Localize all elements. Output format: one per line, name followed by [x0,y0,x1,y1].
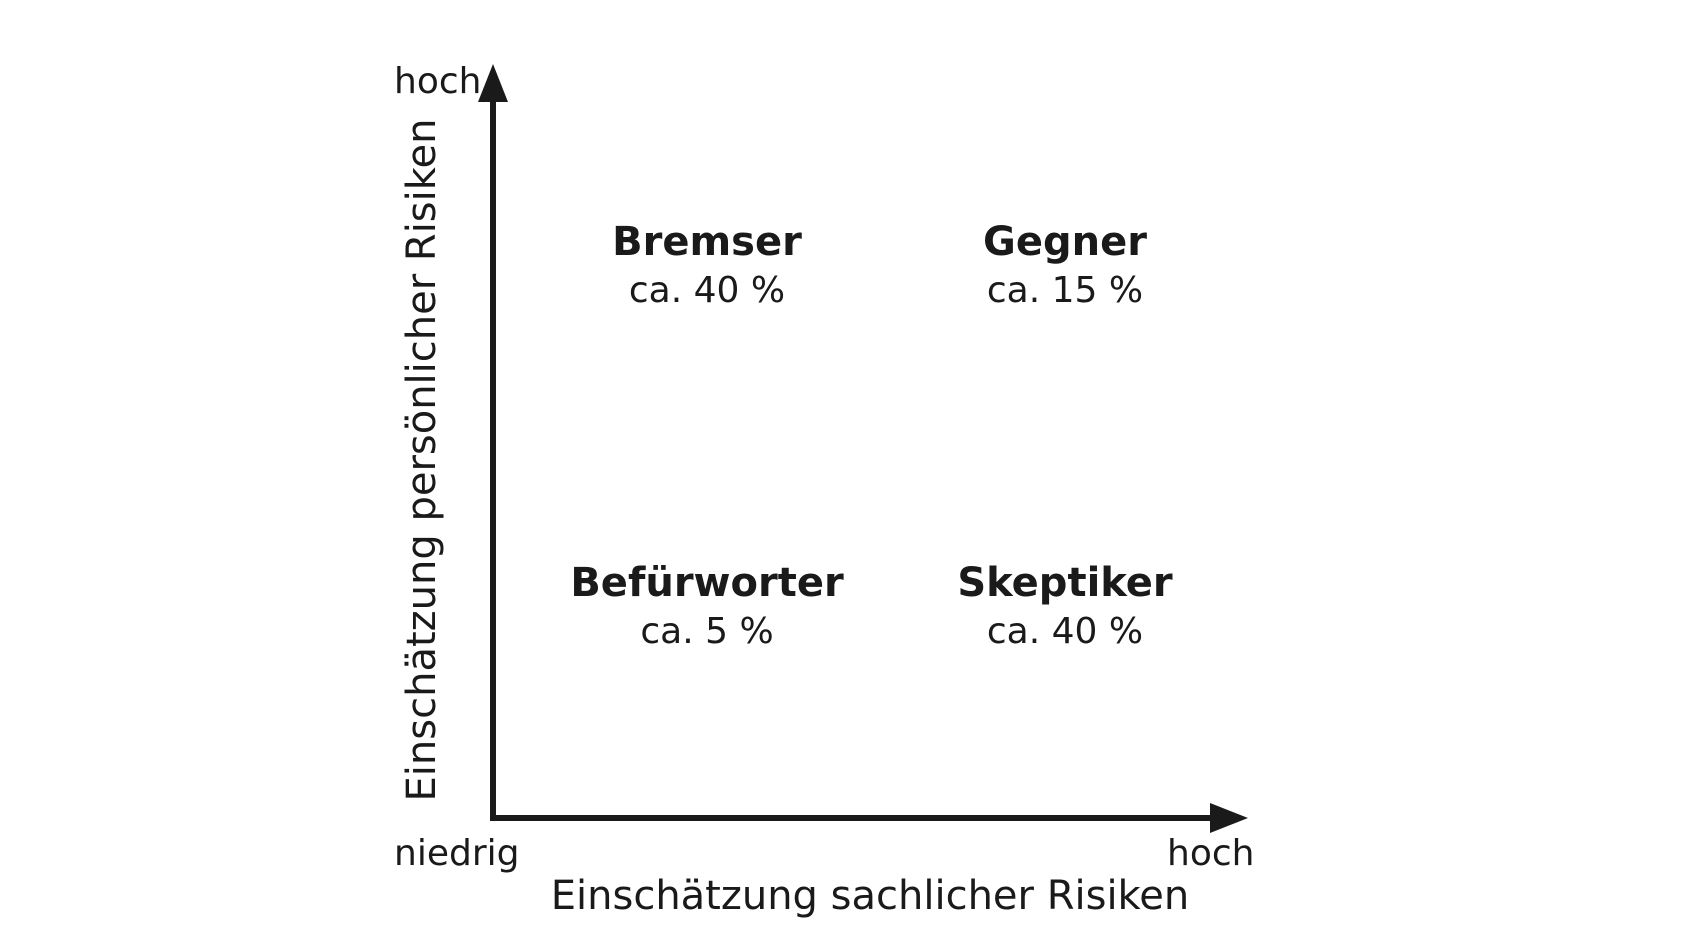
x-axis-arrowhead [1210,803,1248,833]
quadrant-bottom-left: Befürworter ca. 5 % [570,557,843,656]
x-axis-title: Einschätzung sachlicher Risiken [550,873,1190,919]
quadrant-name: Gegner [983,219,1147,265]
quadrant-top-left: Bremser ca. 40 % [612,216,802,315]
quadrant-share: ca. 40 % [986,611,1144,652]
quadrant-top-right: Gegner ca. 15 % [983,216,1147,315]
y-axis-title: Einschätzung persönlicher Risiken [399,118,445,802]
x-axis-high-label: hoch [1167,833,1255,874]
quadrant-share: ca. 15 % [986,270,1144,311]
quadrant-bottom-right: Skeptiker ca. 40 % [957,557,1172,656]
quadrant-share: ca. 40 % [628,270,786,311]
y-axis-arrowhead [478,64,508,102]
quadrant-name: Bremser [612,219,802,265]
quadrant-name: Skeptiker [957,560,1173,606]
y-axis-high-label: hoch [394,61,482,102]
quadrant-share: ca. 5 % [640,611,774,652]
origin-low-label: niedrig [394,833,520,874]
quadrant-name: Befürworter [570,560,844,606]
